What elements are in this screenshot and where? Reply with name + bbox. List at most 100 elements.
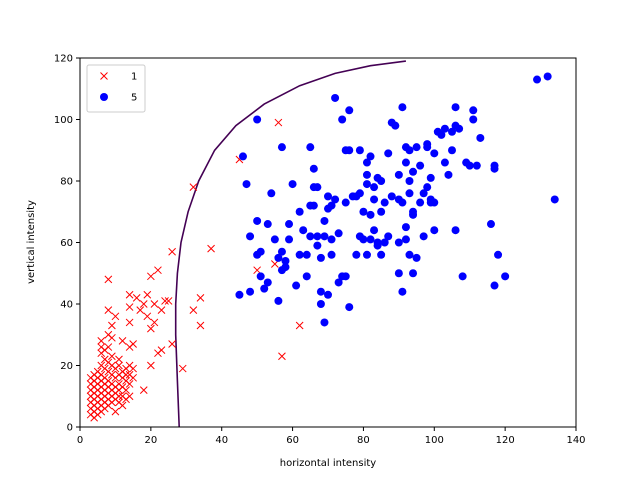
data-point (111, 312, 120, 321)
data-point (543, 72, 552, 81)
data-point (377, 250, 386, 259)
data-point (430, 149, 439, 158)
data-point (125, 392, 134, 401)
data-point (345, 303, 354, 312)
data-point (327, 250, 336, 259)
data-point (355, 189, 364, 198)
data-point (423, 183, 432, 192)
x-tick-label: 40 (215, 435, 228, 446)
legend-box (86, 64, 146, 113)
data-point (391, 121, 400, 130)
data-point (253, 266, 261, 275)
data-point (334, 229, 343, 238)
data-point (458, 272, 467, 281)
x-tick-label: 60 (286, 435, 299, 446)
data-point (139, 386, 148, 394)
data-point (362, 250, 371, 259)
data-point (370, 195, 379, 204)
data-point (260, 284, 269, 293)
data-point (285, 235, 294, 244)
data-point (341, 272, 350, 281)
data-point (437, 130, 446, 139)
data-point (115, 361, 123, 370)
data-point (302, 250, 311, 259)
data-point (380, 198, 389, 207)
y-axis-ticks: 0 20 40 60 80 100 120 (54, 54, 80, 434)
data-point (115, 392, 123, 401)
data-point (494, 250, 503, 259)
data-point (189, 306, 198, 315)
x-tick-label: 140 (566, 435, 585, 446)
x-axis-ticks: 0 20 40 60 80 100 120 140 (77, 427, 586, 446)
y-tick-label: 0 (67, 423, 73, 434)
data-point (108, 333, 116, 342)
data-point (136, 306, 145, 315)
data-point (285, 220, 294, 229)
data-point (104, 275, 113, 284)
x-axis-label: horizontal intensity (280, 458, 376, 469)
data-point (355, 146, 364, 155)
data-point (380, 238, 389, 247)
data-point (253, 216, 262, 225)
data-point (154, 266, 162, 275)
data-point (486, 220, 495, 229)
data-point (440, 158, 449, 167)
legend-marker (100, 72, 108, 80)
data-point (108, 321, 116, 330)
data-point (306, 143, 315, 152)
data-point (150, 300, 159, 308)
data-point (316, 300, 325, 308)
data-point (401, 158, 410, 167)
data-point (409, 207, 418, 216)
data-point (405, 189, 414, 198)
data-point (451, 226, 460, 235)
data-point (161, 297, 169, 305)
data-point (168, 340, 176, 348)
data-point (398, 103, 407, 112)
data-point (316, 253, 325, 262)
data-point (125, 380, 134, 388)
data-point (129, 373, 137, 382)
data-point (150, 318, 159, 327)
data-point (377, 177, 386, 185)
data-point (345, 146, 354, 155)
data-point (430, 226, 439, 235)
data-point (104, 343, 113, 351)
data-point (277, 143, 286, 152)
data-point (327, 201, 336, 210)
data-point (405, 146, 414, 155)
data-point (370, 183, 379, 192)
data-point (295, 250, 304, 259)
data-point (306, 232, 315, 241)
legend: 15 (86, 64, 146, 113)
data-point (277, 247, 286, 256)
data-point (550, 195, 559, 204)
data-point (143, 290, 152, 299)
data-point (196, 321, 205, 330)
data-point (465, 161, 474, 170)
data-point (324, 290, 332, 299)
data-point (178, 364, 187, 373)
data-point (274, 118, 283, 127)
data-point (384, 149, 393, 158)
data-point (313, 183, 322, 192)
data-point (147, 324, 155, 333)
data-point (97, 337, 106, 345)
data-point (331, 195, 340, 204)
data-point (270, 235, 279, 244)
data-point (271, 260, 279, 268)
data-point (341, 198, 350, 207)
data-point (423, 143, 432, 152)
data-point (533, 75, 542, 84)
data-point (267, 189, 276, 198)
data-point (366, 235, 375, 244)
data-point (288, 180, 297, 189)
data-point (490, 281, 499, 290)
data-point (394, 170, 403, 179)
data-point (401, 223, 410, 232)
data-point (168, 247, 176, 256)
data-point (469, 115, 478, 124)
data-point (334, 278, 343, 287)
data-point (309, 164, 318, 173)
data-point (501, 272, 510, 281)
